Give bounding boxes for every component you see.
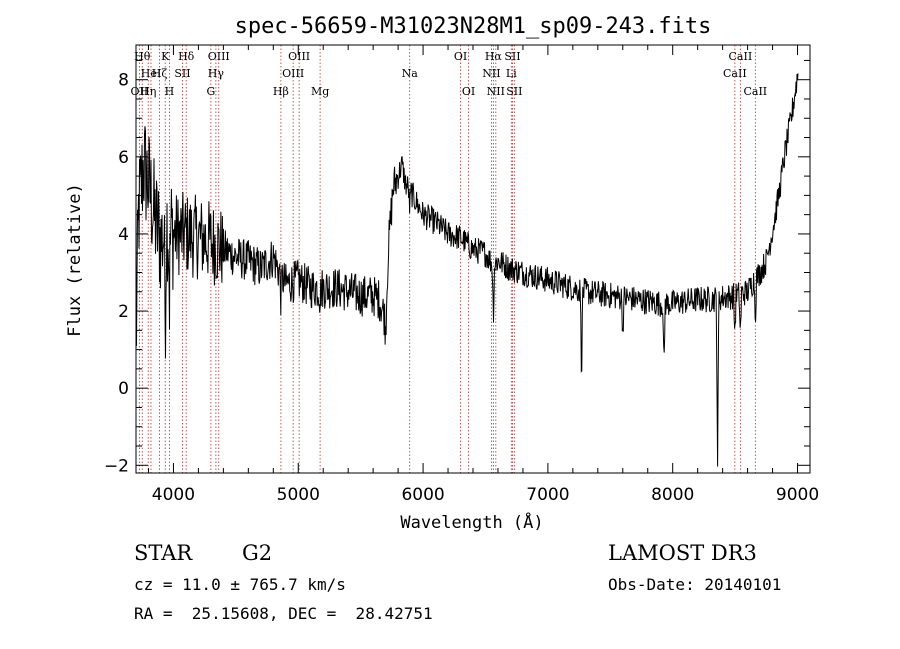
- line-marker-label-16: Na: [402, 67, 419, 80]
- line-marker-label-23: SII: [504, 50, 520, 63]
- x-tick-label: 6000: [401, 485, 444, 505]
- y-tick-label: 2: [118, 302, 129, 322]
- line-marker-label-26: CaII: [729, 50, 753, 63]
- line-marker-label-27: CaII: [743, 85, 767, 98]
- line-marker-label-19: NII: [482, 67, 500, 80]
- line-marker-label-22: Li: [506, 67, 517, 80]
- y-tick-label: −2: [104, 456, 129, 476]
- line-marker-label-10: Hγ: [208, 67, 225, 80]
- line-marker-label-12: Hβ: [273, 85, 289, 98]
- line-marker-label-1: Hθ: [134, 50, 151, 63]
- line-marker-label-8: Hδ: [178, 50, 195, 63]
- line-marker-label-25: CaII: [723, 67, 747, 80]
- class-label: STAR: [134, 541, 193, 565]
- x-tick-label: 8000: [651, 485, 694, 505]
- obs-date-text: Obs-Date: 20140101: [608, 575, 782, 594]
- subclass-label: G2: [242, 541, 273, 565]
- line-marker-label-13: OIII: [282, 67, 304, 80]
- x-tick-label: 9000: [776, 485, 819, 505]
- y-tick-label: 4: [118, 225, 129, 245]
- y-tick-label: 0: [118, 379, 129, 399]
- survey-label: LAMOST DR3: [608, 541, 757, 565]
- line-marker-label-6: H: [165, 85, 175, 98]
- line-marker-label-21: NII: [487, 85, 505, 98]
- y-axis-ticks: −2 0 2 4 6 8: [104, 59, 810, 476]
- line-marker-label-5: K: [161, 50, 170, 63]
- line-marker-label-24: SII: [506, 85, 522, 98]
- line-marker-label-11: OIII: [208, 50, 230, 63]
- line-marker-label-15: Mg: [311, 85, 329, 98]
- line-marker-label-2: Hη: [140, 85, 156, 98]
- line-marker-label-0: OII: [131, 85, 149, 98]
- chart-title: spec-56659-M31023N28M1_sp09-243.fits: [235, 14, 712, 39]
- line-marker-label-4: Hζ: [152, 67, 168, 80]
- spectrum-line: [135, 73, 799, 467]
- redshift-text: cz = 11.0 ± 765.7 km/s: [134, 575, 346, 594]
- line-marker-label-9: G: [206, 85, 215, 98]
- y-axis-label: Flux (relative): [65, 183, 85, 337]
- x-axis-label: Wavelength (Å): [400, 511, 543, 533]
- line-marker-label-18: OI: [462, 85, 475, 98]
- y-tick-label: 6: [118, 148, 129, 168]
- line-marker-label-17: OI: [454, 50, 467, 63]
- line-marker-label-20: Hα: [485, 50, 503, 63]
- line-marker-label-3: HeI: [141, 67, 161, 80]
- spectrum-series: [135, 73, 799, 467]
- coordinates-text: RA = 25.15608, DEC = 28.42751: [134, 604, 433, 623]
- x-tick-label: 7000: [526, 485, 569, 505]
- x-tick-label: 4000: [152, 485, 195, 505]
- x-tick-label: 5000: [277, 485, 320, 505]
- x-axis-ticks: 4000 5000 6000 7000 8000 9000: [147, 45, 819, 505]
- y-tick-label: 8: [118, 71, 129, 91]
- line-marker-label-7: SII: [174, 67, 190, 80]
- line-marker-label-14: OIII: [288, 50, 310, 63]
